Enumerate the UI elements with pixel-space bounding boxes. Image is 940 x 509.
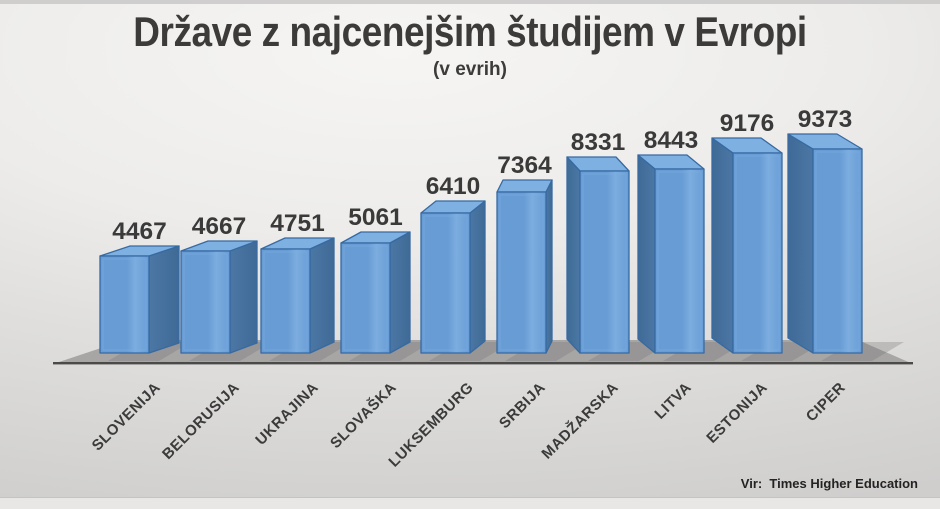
- bar-value-label: 6410: [426, 173, 481, 200]
- bar-belorusija: [180, 240, 258, 354]
- bar-value-label: 8331: [571, 129, 626, 156]
- chart-subtitle: (v evrih): [433, 59, 507, 80]
- bar-luksemburg: [420, 200, 486, 354]
- source-note: Vir: Times Higher Education: [740, 476, 918, 491]
- bar-ciper: [787, 133, 863, 354]
- bar-madžarska: [566, 156, 630, 354]
- bar-value-label: 4751: [270, 210, 325, 237]
- bottom-edge-strip: [0, 497, 940, 509]
- chart-title: Države z najcenejšim študijem v Evropi: [133, 8, 807, 55]
- bar-value-label: 7364: [497, 152, 552, 179]
- bar-value-label: 4467: [112, 218, 167, 245]
- bar-srbija: [496, 179, 553, 354]
- top-edge-shade: [0, 0, 940, 4]
- bar-ukrajina: [260, 237, 335, 354]
- bar-slovenija: [99, 245, 180, 354]
- bar-value-label: 9176: [720, 110, 775, 137]
- bar-value-label: 4667: [192, 213, 247, 240]
- baseline: [53, 362, 913, 365]
- bar-estonija: [711, 137, 783, 354]
- bar-slovaška: [340, 231, 411, 354]
- bar-litva: [637, 154, 705, 354]
- bar-value-label: 9373: [798, 106, 853, 133]
- bar-value-label: 5061: [348, 204, 403, 231]
- bar-value-label: 8443: [644, 127, 699, 154]
